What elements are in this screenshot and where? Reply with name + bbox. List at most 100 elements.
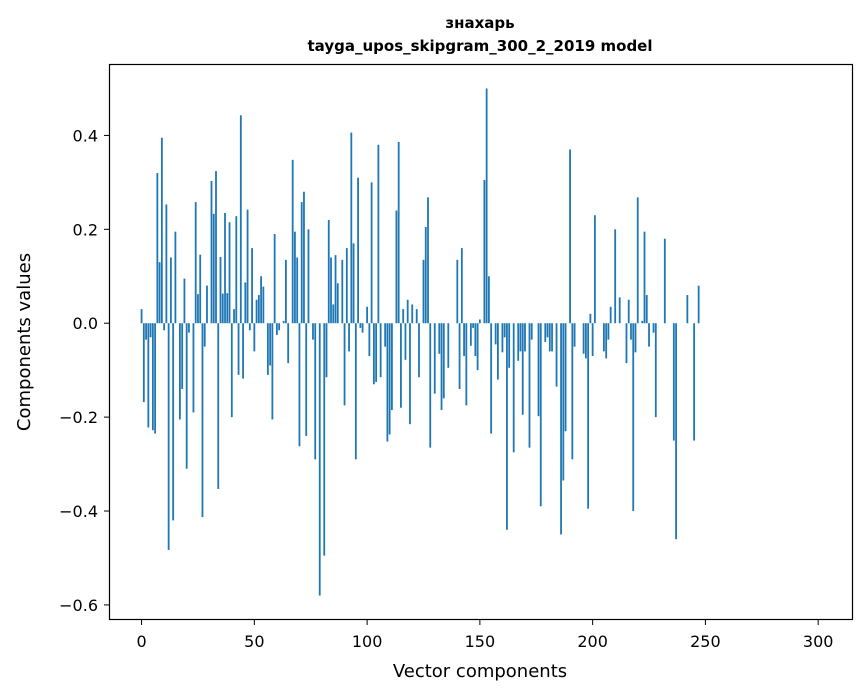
- bar: [273, 234, 276, 324]
- bar: [336, 283, 339, 324]
- bar: [203, 323, 206, 347]
- bar: [560, 323, 562, 535]
- bar: [693, 323, 696, 441]
- bar: [424, 226, 427, 324]
- bar: [603, 323, 605, 352]
- bar: [151, 323, 154, 431]
- bar: [345, 248, 348, 324]
- bar: [312, 323, 314, 340]
- bar: [251, 248, 253, 324]
- bar: [357, 177, 359, 324]
- bar: [246, 209, 249, 324]
- bar: [478, 319, 481, 324]
- bar: [422, 259, 425, 324]
- bar: [494, 323, 497, 345]
- bar: [537, 323, 540, 417]
- bar: [386, 323, 389, 442]
- bar: [361, 323, 364, 333]
- bar: [485, 88, 488, 324]
- bar: [354, 323, 357, 460]
- bar: [463, 323, 465, 357]
- bar: [404, 323, 407, 360]
- bar: [427, 197, 429, 324]
- bar: [584, 323, 587, 359]
- bar: [686, 295, 689, 324]
- bar: [415, 309, 418, 324]
- bar: [648, 323, 650, 347]
- bar: [334, 255, 337, 324]
- bar: [257, 295, 260, 324]
- bar: [618, 297, 621, 324]
- bar: [605, 323, 608, 359]
- bar: [539, 323, 542, 507]
- bar: [233, 309, 235, 324]
- bar: [397, 142, 400, 324]
- bar: [142, 323, 145, 403]
- bar: [332, 304, 335, 324]
- bar: [544, 323, 547, 342]
- bar: [564, 323, 567, 432]
- x-tick-label: 200: [577, 632, 608, 651]
- bar: [359, 323, 362, 328]
- bar: [262, 286, 265, 324]
- bar: [400, 323, 402, 408]
- bar: [370, 182, 373, 324]
- y-tick-label: 0.0: [73, 314, 98, 333]
- bar: [490, 323, 493, 434]
- bar: [418, 323, 420, 378]
- y-tick-label: 0.4: [73, 126, 98, 145]
- bar: [217, 323, 220, 489]
- bar: [519, 323, 522, 352]
- bar: [224, 212, 226, 324]
- bar: [226, 293, 229, 324]
- bar: [228, 222, 231, 324]
- bar: [675, 323, 677, 540]
- bar: [158, 262, 161, 324]
- bar: [609, 306, 612, 324]
- bar: [458, 323, 461, 389]
- bar: [607, 323, 610, 340]
- bar: [368, 323, 371, 357]
- bar: [253, 323, 256, 352]
- bar: [327, 219, 330, 324]
- bar: [194, 202, 197, 324]
- bar: [350, 132, 353, 324]
- bar: [571, 323, 574, 460]
- x-tick-label: 50: [244, 632, 264, 651]
- bar: [307, 229, 310, 324]
- bar: [210, 180, 213, 324]
- bar: [672, 323, 675, 441]
- bar: [530, 323, 533, 340]
- bar: [474, 323, 477, 357]
- y-axis-ticks: −0.6 −0.4 −0.2 0.0 0.2 0.4: [59, 126, 110, 615]
- bar: [248, 323, 251, 331]
- bar: [269, 323, 272, 366]
- bar: [318, 323, 321, 596]
- y-tick-label: −0.4: [59, 502, 98, 521]
- bar: [179, 323, 181, 420]
- bar: [582, 323, 585, 354]
- bar: [372, 323, 375, 385]
- bar: [438, 323, 441, 354]
- bar: [630, 323, 632, 340]
- x-axis-ticks: 0 50 100 150 200 250 300: [136, 619, 833, 651]
- y-axis-label: Components values: [14, 253, 35, 431]
- bar: [260, 276, 262, 324]
- bars-group: [140, 88, 844, 596]
- bar: [156, 172, 159, 324]
- bar: [294, 231, 296, 324]
- bar: [469, 323, 472, 346]
- bar: [524, 323, 526, 352]
- bar: [503, 323, 506, 338]
- bar: [375, 323, 378, 382]
- bar: [501, 323, 504, 353]
- bar: [291, 159, 294, 324]
- bar: [303, 191, 305, 324]
- bar: [366, 306, 368, 324]
- bar: [384, 323, 387, 347]
- bar: [244, 282, 247, 324]
- bar: [149, 323, 152, 338]
- bar: [377, 144, 380, 324]
- bar: [591, 323, 594, 357]
- bar: [271, 323, 274, 420]
